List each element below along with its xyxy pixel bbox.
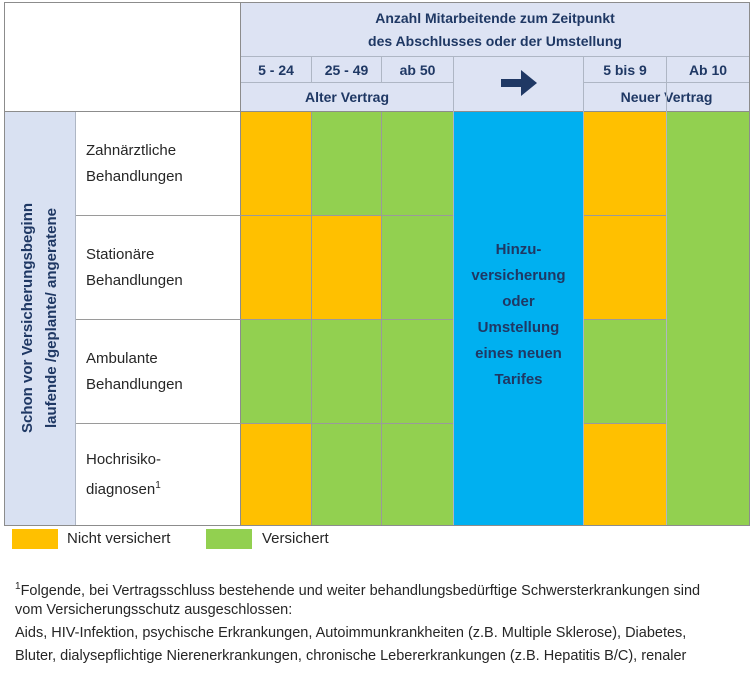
row-separator xyxy=(76,215,453,216)
footnote-line4: Bluter, dialysepflichtige Nierenerkranku… xyxy=(15,648,687,664)
cell-zahn-ab-50 xyxy=(382,112,453,215)
cell-amb-25-49 xyxy=(312,320,381,423)
cell-stat-5-bis-9 xyxy=(584,216,666,319)
grid-line xyxy=(5,111,750,112)
arrow-right-icon xyxy=(499,67,539,102)
col-header-25-49: 25 - 49 xyxy=(312,57,381,82)
cell-hoch-25-49 xyxy=(312,424,381,525)
legend-swatch-not-insured xyxy=(12,529,58,549)
row-label-zahnaerztlich: Zahnärztliche Behandlungen xyxy=(76,112,240,215)
row-separator xyxy=(76,319,453,320)
cell-amb-ab-50 xyxy=(382,320,453,423)
header-title-line1: Anzahl Mitarbeitende zum Zeitpunkt xyxy=(375,9,615,26)
sidebar-line1: Schon vor Versicherungsbeginn xyxy=(19,202,36,434)
grid-line xyxy=(241,56,749,57)
grid-line xyxy=(666,57,667,525)
row-separator xyxy=(76,423,453,424)
grid-line xyxy=(311,57,312,82)
sidebar-line2: laufende /geplante/ angeratene xyxy=(43,207,60,429)
cell-stat-ab-50 xyxy=(382,216,453,319)
cell-hoch-5-bis-9 xyxy=(584,424,666,525)
middle-text: Hinzu- versicherung oder Umstellung eine… xyxy=(471,240,566,388)
cell-ab-10-merged xyxy=(667,112,749,525)
col-separator xyxy=(311,112,312,525)
sidebar xyxy=(5,112,75,525)
cell-hoch-ab-50 xyxy=(382,424,453,525)
grid-line xyxy=(75,112,76,525)
grid-line xyxy=(240,3,241,525)
footnote-marker: 1 xyxy=(155,479,161,491)
row-separator xyxy=(584,423,666,424)
cell-amb-5-bis-9 xyxy=(584,320,666,423)
cell-zahn-5-bis-9 xyxy=(584,112,666,215)
footnote-line3: Aids, HIV-Infektion, psychische Erkranku… xyxy=(15,625,687,641)
row-label-hochrisiko: Hochrisiko-diagnosen1 xyxy=(76,424,240,525)
legend-label-insured: Versichert xyxy=(262,530,329,547)
grid-line xyxy=(583,57,584,525)
cell-amb-5-24 xyxy=(241,320,311,423)
footnote-line2: vom Versicherungsschutz ausgeschlossen: xyxy=(15,602,293,618)
row-label-ambulant: Ambulante Behandlungen xyxy=(76,320,240,423)
header-title-line2: des Abschlusses oder der Umstellung xyxy=(368,32,622,49)
middle-transition-cell: Hinzu- versicherung oder Umstellung eine… xyxy=(454,112,583,525)
header-title: Anzahl Mitarbeitende zum Zeitpunkt des A… xyxy=(241,3,749,56)
cell-hoch-5-24 xyxy=(241,424,311,525)
grid-line xyxy=(453,57,454,525)
col-header-5-bis-9: 5 bis 9 xyxy=(584,57,666,82)
row-separator xyxy=(584,215,666,216)
cell-stat-25-49 xyxy=(312,216,381,319)
row-label-stationaer: Stationäre Behandlungen xyxy=(76,216,240,319)
old-contract-label: Alter Vertrag xyxy=(241,83,453,111)
grid-line xyxy=(241,82,453,83)
cell-zahn-25-49 xyxy=(312,112,381,215)
arrow-cell xyxy=(454,57,583,111)
legend-label-not-insured: Nicht versichert xyxy=(67,530,171,547)
footnote-line1: 1Folgende, bei Vertragsschluss bestehend… xyxy=(15,581,701,599)
cell-zahn-5-24 xyxy=(241,112,311,215)
col-header-ab-50: ab 50 xyxy=(382,57,453,82)
cell-stat-5-24 xyxy=(241,216,311,319)
col-header-5-24: 5 - 24 xyxy=(241,57,311,82)
row-separator xyxy=(584,319,666,320)
grid-line xyxy=(381,57,382,82)
legend-swatch-insured xyxy=(206,529,252,549)
col-header-ab-10: Ab 10 xyxy=(667,57,749,82)
col-separator xyxy=(381,112,382,525)
footnote-sup: 1 xyxy=(15,581,21,592)
table-bottom-line xyxy=(5,525,750,526)
